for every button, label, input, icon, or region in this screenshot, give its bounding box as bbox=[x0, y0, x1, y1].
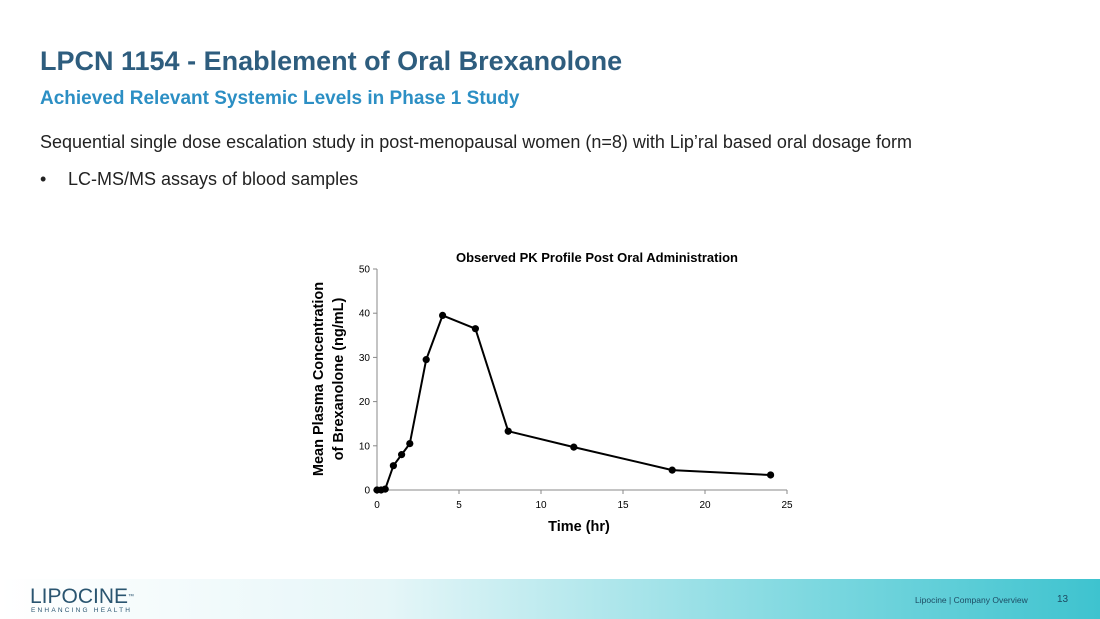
x-tick-label: 25 bbox=[781, 500, 793, 511]
x-tick-label: 20 bbox=[699, 500, 711, 511]
page-title: LPCN 1154 - Enablement of Oral Brexanolo… bbox=[40, 46, 623, 76]
lipocine-logo: LIPOCINE™ ENHANCING HEALTH bbox=[30, 585, 135, 615]
y-tick-label: 40 bbox=[359, 309, 371, 320]
x-axis-label: Time (hr) bbox=[548, 519, 610, 535]
bullet-item: • LC-MS/MS assays of blood samples bbox=[40, 169, 358, 190]
data-point bbox=[471, 325, 479, 333]
pk-chart: Observed PK Profile Post Oral Administra… bbox=[311, 250, 793, 535]
series bbox=[373, 311, 775, 494]
data-point bbox=[668, 466, 676, 474]
data-point bbox=[570, 443, 578, 451]
logo-trademark: ™ bbox=[128, 594, 135, 600]
y-tick-label: 20 bbox=[359, 397, 371, 408]
x-tick-label: 0 bbox=[374, 500, 380, 511]
x-tick-label: 10 bbox=[535, 500, 547, 511]
axes: 0 10 20 30 40 50 0 5 10 15 20 25 bbox=[359, 265, 793, 512]
data-point bbox=[439, 311, 447, 320]
data-point bbox=[406, 439, 414, 448]
bullet-icon: • bbox=[40, 169, 47, 189]
y-tick-label: 0 bbox=[364, 486, 370, 497]
data-point bbox=[381, 485, 389, 493]
bullet-text: LC-MS/MS assays of blood samples bbox=[68, 169, 359, 189]
page-number: 13 bbox=[1057, 594, 1069, 605]
logo-wordmark: LIPOCINE bbox=[30, 585, 129, 608]
chart-title: Observed PK Profile Post Oral Administra… bbox=[456, 250, 738, 265]
x-tick-label: 5 bbox=[456, 500, 462, 511]
y-axis-label-line2: of Brexanolone (ng/mL) bbox=[331, 297, 347, 460]
y-tick-label: 10 bbox=[359, 441, 371, 452]
data-point bbox=[767, 471, 775, 479]
data-point bbox=[504, 427, 512, 435]
data-point bbox=[389, 462, 397, 470]
y-axis-label-line1: Mean Plasma Concentration bbox=[311, 282, 327, 476]
footer-bar: LIPOCINE™ ENHANCING HEALTH Lipocine | Co… bbox=[0, 579, 1100, 619]
logo-tagline: ENHANCING HEALTH bbox=[31, 607, 133, 614]
footer-caption: Lipocine | Company Overview bbox=[915, 595, 1028, 605]
page-subtitle: Achieved Relevant Systemic Levels in Pha… bbox=[40, 88, 520, 109]
y-tick-label: 30 bbox=[359, 353, 371, 364]
data-point bbox=[398, 451, 406, 459]
series-line bbox=[377, 314, 771, 491]
x-tick-label: 15 bbox=[617, 500, 629, 511]
y-tick-label: 50 bbox=[359, 265, 371, 276]
intro-text: Sequential single dose escalation study … bbox=[40, 132, 913, 152]
data-point bbox=[422, 356, 430, 364]
